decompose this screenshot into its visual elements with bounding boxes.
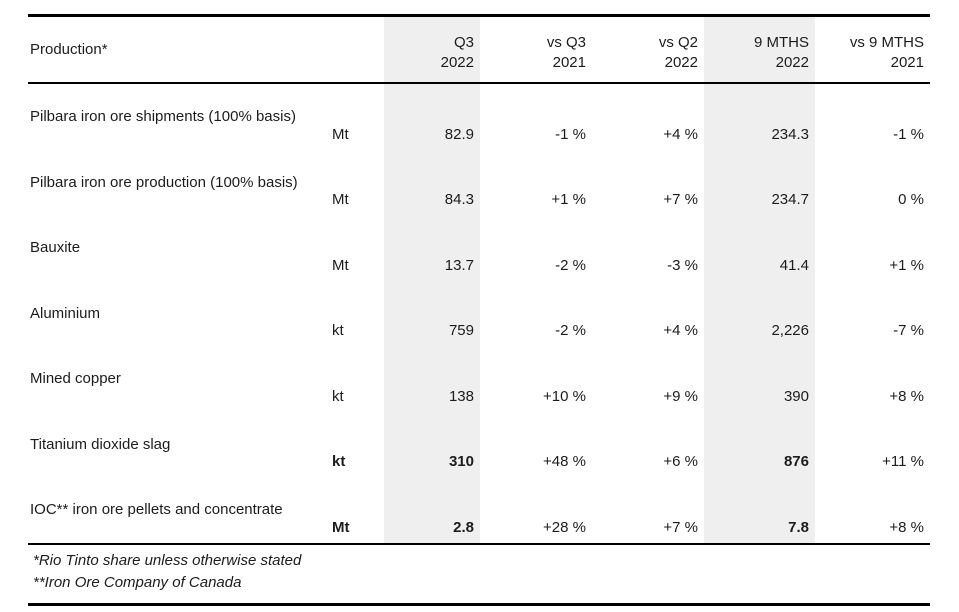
product-name: Pilbara iron ore shipments (100% basis) [30,108,296,125]
9mths-2022-value: 234.7 [704,149,815,215]
table-row: Aluminium kt 759 -2 % +4 % 2,226 -7 % [28,280,930,346]
vs-q3-2021-value: +48 % [543,453,586,470]
column-header-unit-spacer [331,17,384,82]
product-name: Mined copper [30,370,121,387]
unit-cell: Mt [332,256,349,274]
unit-cell: kt [332,322,344,339]
vs-q3-2021-value: -2 % [555,256,586,274]
column-header-vs-9mths-2021: vs 9 MTHS 2021 [849,34,924,71]
9mths-2022-value: 876 [704,411,815,477]
product-name: Bauxite [30,239,81,256]
column-header-9mths-2022: 9 MTHS 2022 [704,17,815,82]
vs-9mths-2021-value: +1 % [889,256,924,274]
unit-cell: Mt [332,191,349,208]
q3-2022-value: 13.7 [384,215,480,281]
q3-2022-value: 310 [384,411,480,477]
column-header-vs-q2-2022: vs Q2 2022 [658,34,698,71]
unit-cell: Mt [332,518,350,536]
vs-9mths-2021-value: +8 % [889,518,924,536]
vs-q3-2021-value: -1 % [555,125,586,143]
product-name: IOC** iron ore pellets and concentrate [30,501,283,518]
vs-q2-2022-value: +7 % [663,518,698,536]
table-row: Bauxite Mt 13.7 -2 % -3 % 41.4 +1 % [28,215,930,281]
q3-2022-value: 2.8 [384,477,480,543]
q3-2022-value: 84.3 [384,149,480,215]
table-body: Pilbara iron ore shipments (100% basis) … [28,84,930,545]
unit-cell: kt [332,387,344,405]
vs-9mths-2021-value: 0 % [898,191,924,208]
column-header-q3-2022: Q3 2022 [384,17,480,82]
table-header-row: Production* Q3 2022 vs Q3 2021 vs Q2 202… [28,17,930,84]
vs-q2-2022-value: +7 % [663,191,698,208]
unit-cell: kt [332,453,346,470]
product-name: Aluminium [30,304,101,322]
table-row: Mined copper kt 138 +10 % +9 % 390 +8 % [28,346,930,412]
vs-q2-2022-value: +4 % [663,125,698,143]
table-row: Pilbara iron ore shipments (100% basis) … [28,84,930,150]
product-name: Titanium dioxide slag [30,435,171,453]
9mths-2022-value: 7.8 [704,477,815,543]
vs-q3-2021-value: +28 % [543,518,586,536]
vs-q2-2022-value: +6 % [663,453,698,470]
vs-q3-2021-value: -2 % [555,322,586,339]
vs-q3-2021-value: +1 % [551,191,586,208]
table-row: Pilbara iron ore production (100% basis)… [28,149,930,215]
q3-2022-value: 759 [384,280,480,346]
vs-9mths-2021-value: -7 % [893,322,924,339]
vs-9mths-2021-value: +11 % [882,453,924,470]
9mths-2022-value: 2,226 [704,280,815,346]
column-header-vs-q3-2021: vs Q3 2021 [546,34,586,71]
footnote-rio-tinto-share: *Rio Tinto share unless otherwise stated [33,551,302,569]
table-row: Titanium dioxide slag kt 310 +48 % +6 % … [28,411,930,477]
vs-q2-2022-value: -3 % [667,256,698,274]
column-header-production: Production* [30,41,108,58]
9mths-2022-value: 41.4 [704,215,815,281]
q3-2022-value: 138 [384,346,480,412]
product-name: Pilbara iron ore production (100% basis) [30,173,298,191]
production-table: Production* Q3 2022 vs Q3 2021 vs Q2 202… [28,14,930,606]
9mths-2022-value: 390 [704,346,815,412]
table-row: IOC** iron ore pellets and concentrate M… [28,477,930,543]
unit-cell: Mt [332,125,349,143]
9mths-2022-value: 234.3 [704,84,815,150]
vs-q2-2022-value: +4 % [663,322,698,339]
table-footnotes: *Rio Tinto share unless otherwise stated… [28,545,930,606]
vs-q2-2022-value: +9 % [663,387,698,405]
vs-9mths-2021-value: +8 % [889,387,924,405]
vs-q3-2021-value: +10 % [543,387,586,405]
footnote-ioc: **Iron Ore Company of Canada [33,573,242,591]
vs-9mths-2021-value: -1 % [893,125,924,143]
q3-2022-value: 82.9 [384,84,480,150]
